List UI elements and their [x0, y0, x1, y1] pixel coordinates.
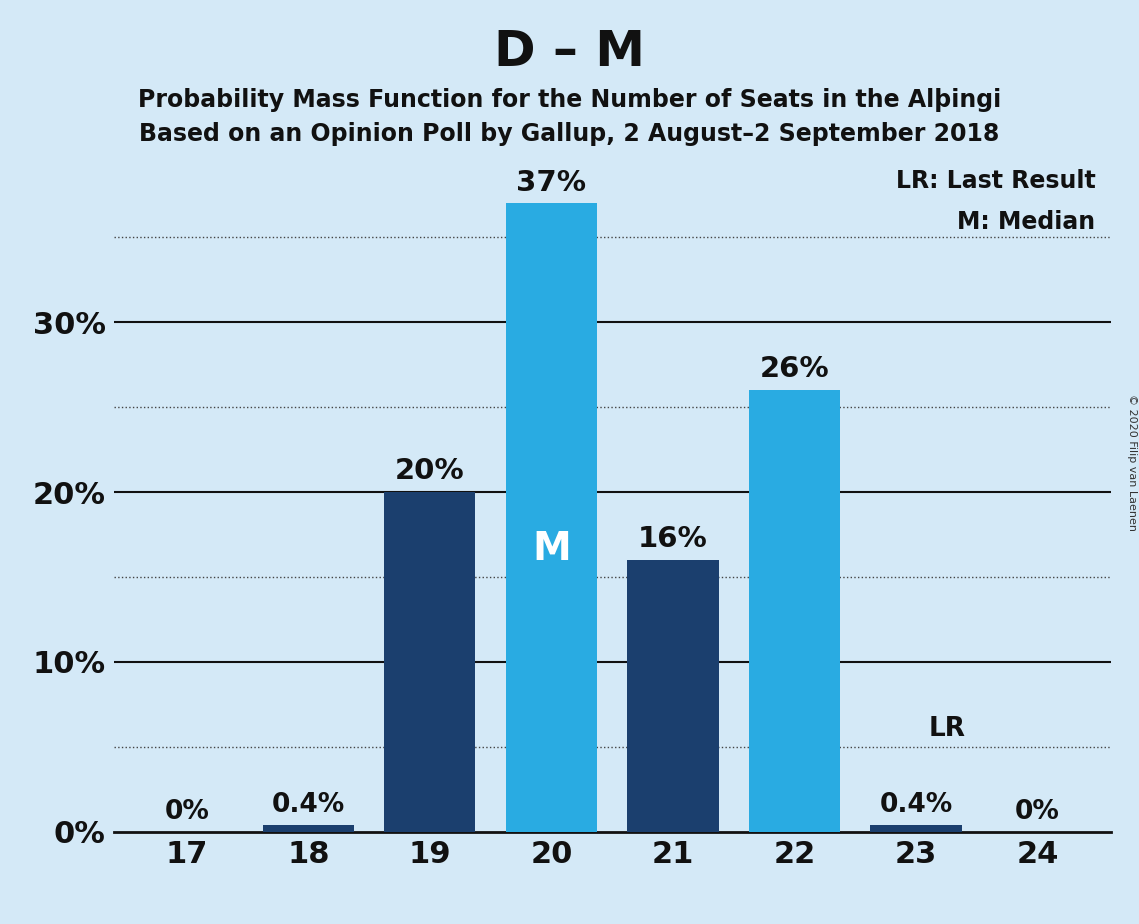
Text: Based on an Opinion Poll by Gallup, 2 August–2 September 2018: Based on an Opinion Poll by Gallup, 2 Au…	[139, 122, 1000, 146]
Bar	[384, 492, 475, 832]
Text: 0.4%: 0.4%	[272, 792, 345, 818]
Text: 37%: 37%	[516, 168, 587, 197]
Text: LR: LR	[928, 715, 965, 742]
Text: 26%: 26%	[760, 356, 829, 383]
Bar	[749, 390, 841, 832]
Text: 0.4%: 0.4%	[879, 792, 952, 818]
Text: 20%: 20%	[395, 457, 465, 485]
Text: 0%: 0%	[164, 799, 210, 825]
Text: M: M	[532, 529, 571, 568]
Bar	[263, 825, 354, 832]
Text: D – M: D – M	[494, 28, 645, 76]
Text: LR: Last Result: LR: Last Result	[896, 169, 1096, 193]
Text: 16%: 16%	[638, 525, 707, 553]
Text: © 2020 Filip van Laenen: © 2020 Filip van Laenen	[1126, 394, 1137, 530]
Text: M: Median: M: Median	[958, 210, 1096, 234]
Text: 0%: 0%	[1015, 799, 1060, 825]
Bar	[870, 825, 961, 832]
Text: Probability Mass Function for the Number of Seats in the Alþingi: Probability Mass Function for the Number…	[138, 88, 1001, 112]
Bar	[506, 203, 597, 832]
Bar	[628, 560, 719, 832]
